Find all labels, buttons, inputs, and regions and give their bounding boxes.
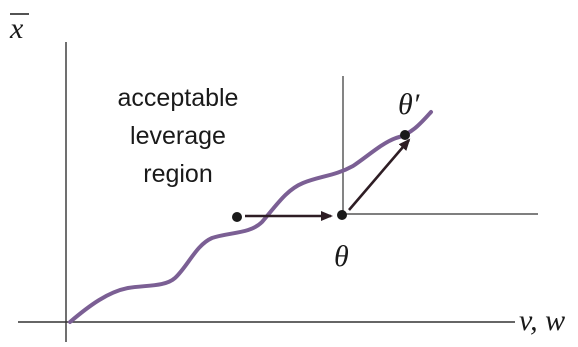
region-label-line-3: region [143, 160, 213, 188]
x-axis-label: v, w [519, 304, 565, 337]
region-label-line-1: acceptable [118, 84, 239, 112]
start-point [232, 212, 242, 222]
theta-point [337, 210, 347, 220]
theta-prime-label: θ′ [398, 88, 420, 121]
region-label-line-2: leverage [130, 122, 226, 150]
y-axis-label: x [9, 12, 24, 45]
theta-to-theta-prime-arrow [348, 138, 411, 211]
boundary-curve [68, 110, 433, 324]
theta-label: θ [334, 240, 349, 273]
theta-prime-point [400, 130, 410, 140]
